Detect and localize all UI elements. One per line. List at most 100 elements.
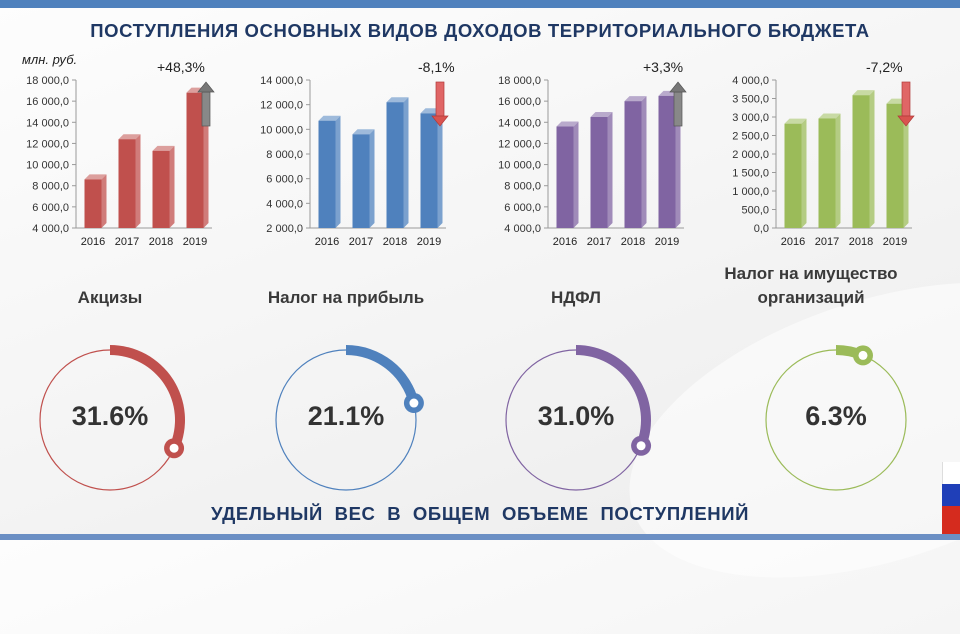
bar-2016: [556, 126, 574, 228]
y-tick-label: 14 000,0: [260, 75, 303, 87]
bar-2017: [118, 139, 136, 228]
bar-side-face: [801, 118, 807, 228]
bar-top-face: [84, 174, 107, 180]
page-title: ПОСТУПЛЕНИЯ ОСНОВНЫХ ВИДОВ ДОХОДОВ ТЕРРИ…: [90, 20, 870, 41]
y-tick-label: 3 500,0: [732, 94, 769, 106]
x-tick-label: 2016: [553, 236, 577, 248]
y-tick-label: 6 000,0: [32, 202, 69, 214]
y-tick-label: 500,0: [741, 205, 769, 217]
bar-chart-income-tax: 4 000,0 6 000,0 8 000,0 10 000,0 12 000,0 14 …: [498, 75, 687, 248]
y-tick-label: 4 000,0: [732, 75, 769, 87]
y-tick-label: 4 000,0: [504, 223, 541, 235]
bar-top-face: [118, 134, 141, 140]
y-tick-label: 8 000,0: [32, 181, 69, 193]
bar-2019: [658, 95, 676, 228]
x-tick-label: 2018: [621, 236, 645, 248]
bar-side-face: [403, 97, 409, 228]
x-tick-label: 2018: [383, 236, 407, 248]
share-ring-income-tax: [505, 345, 652, 491]
bar-side-face: [369, 129, 375, 228]
bar-chart-property-tax: 0,0 500,0 1 000,0 1 500,0 2 000,0 2 500,0 3 00…: [732, 75, 915, 248]
top-accent-bar: [0, 0, 960, 8]
unit-label: млн. руб.: [22, 52, 78, 67]
change-label-excise: +48,3%: [157, 59, 205, 75]
bar-2017: [352, 134, 370, 228]
y-tick-label: 8 000,0: [504, 181, 541, 193]
y-tick-label: 3 000,0: [732, 112, 769, 124]
bar-side-face: [101, 174, 107, 228]
bar-side-face: [869, 90, 875, 228]
x-tick-label: 2017: [815, 236, 839, 248]
bar-side-face: [835, 113, 841, 228]
flag-white-stripe: [942, 462, 960, 484]
y-tick-label: 12 000,0: [260, 100, 303, 112]
y-tick-label: 8 000,0: [266, 149, 303, 161]
bar-2019: [420, 113, 438, 228]
bar-top-face: [818, 113, 841, 119]
bar-2017: [590, 117, 608, 228]
x-tick-label: 2017: [587, 236, 611, 248]
bar-chart-excise: 4 000,0 6 000,0 8 000,0 10 000,0 12 000,0 14 …: [26, 75, 215, 248]
arrow-down-icon: [431, 81, 449, 127]
y-tick-label: 4 000,0: [32, 223, 69, 235]
bar-2018: [152, 150, 170, 228]
y-tick-label: 16 000,0: [498, 96, 541, 108]
bar-side-face: [573, 121, 579, 228]
bar-top-face: [590, 112, 613, 117]
bar-2019: [186, 92, 204, 228]
y-tick-label: 10 000,0: [260, 124, 303, 136]
category-label-profit-tax: Налог на прибыль: [267, 288, 425, 307]
bar-side-face: [335, 115, 341, 228]
bar-chart-profit-tax: 2 000,0 4 000,0 6 000,0 8 000,0 10 000,0 12 0…: [260, 75, 449, 248]
arrow-up-icon: [197, 81, 215, 127]
bar-2018: [386, 102, 404, 228]
y-tick-label: 14 000,0: [26, 117, 69, 129]
bar-2016: [318, 120, 336, 228]
share-value-property-tax: 6.3%: [805, 401, 867, 431]
y-tick-label: 6 000,0: [266, 174, 303, 186]
ring-end-knob-hole: [169, 443, 179, 453]
bar-top-face: [556, 121, 579, 127]
bar-top-face: [852, 90, 875, 96]
ring-end-knob-hole: [409, 398, 419, 408]
share-ring-property-tax: [765, 345, 907, 491]
change-label-profit-tax: -8,1%: [418, 59, 455, 75]
x-tick-label: 2019: [655, 236, 679, 248]
x-tick-label: 2016: [81, 236, 105, 248]
x-tick-label: 2016: [315, 236, 339, 248]
bar-2016: [84, 179, 102, 228]
y-tick-label: 6 000,0: [504, 202, 541, 214]
y-tick-label: 2 500,0: [732, 131, 769, 143]
x-tick-label: 2017: [115, 236, 139, 248]
y-tick-label: 2 000,0: [732, 149, 769, 161]
ring-end-knob-hole: [858, 350, 868, 360]
share-ring-profit-tax: [275, 345, 424, 491]
bar-top-face: [784, 118, 807, 124]
y-tick-label: 12 000,0: [26, 138, 69, 150]
y-tick-label: 12 000,0: [498, 138, 541, 150]
ring-share-arc: [576, 345, 651, 448]
y-tick-label: 4 000,0: [266, 198, 303, 210]
y-tick-label: 14 000,0: [498, 117, 541, 129]
flag-red-stripe: [942, 506, 960, 534]
bottom-accent-bar: [0, 534, 960, 540]
y-tick-label: 18 000,0: [498, 75, 541, 87]
bar-top-face: [624, 96, 647, 102]
x-tick-label: 2019: [883, 236, 907, 248]
bar-side-face: [169, 145, 175, 228]
bar-top-face: [352, 129, 375, 135]
bar-side-face: [607, 112, 613, 228]
x-tick-label: 2019: [417, 236, 441, 248]
x-tick-label: 2016: [781, 236, 805, 248]
y-tick-label: 10 000,0: [498, 160, 541, 172]
bar-top-face: [386, 97, 409, 103]
bar-side-face: [437, 108, 443, 228]
y-tick-label: 18 000,0: [26, 75, 69, 87]
bar-2018: [852, 95, 870, 228]
bar-top-face: [152, 145, 175, 151]
bar-2017: [818, 118, 836, 228]
y-tick-label: 0,0: [754, 223, 769, 235]
footer-caption: УДЕЛЬНЫЙ ВЕС В ОБЩЕМ ОБЪЕМЕ ПОСТУПЛЕНИЙ: [210, 503, 750, 524]
share-value-excise: 31.6%: [71, 401, 149, 431]
share-ring-excise: [39, 345, 185, 491]
